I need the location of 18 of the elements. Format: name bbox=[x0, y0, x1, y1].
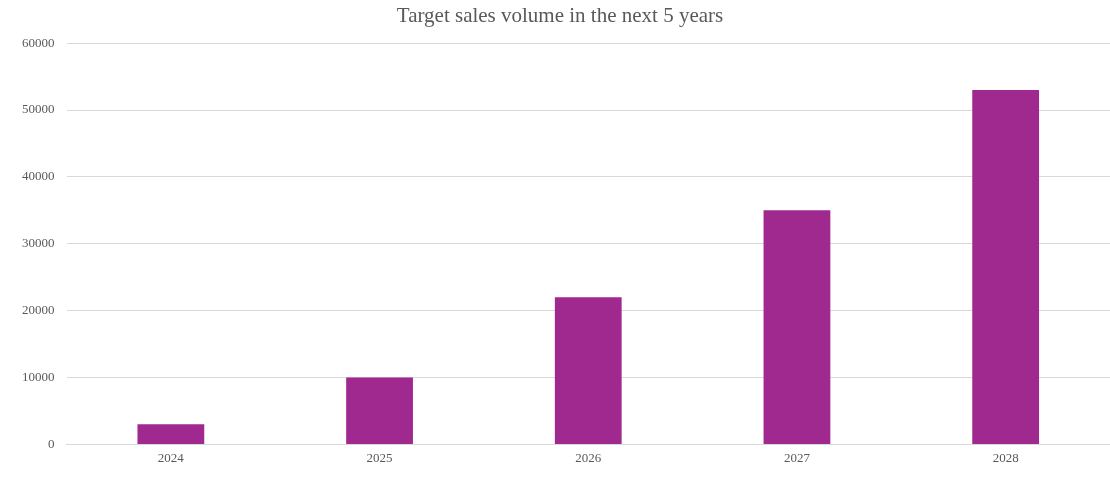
y-tick-label: 10000 bbox=[22, 368, 55, 384]
chart-title: Target sales volume in the next 5 years bbox=[396, 3, 724, 28]
x-tick-label: 2028 bbox=[992, 449, 1019, 465]
y-tick-label: 60000 bbox=[22, 34, 55, 50]
x-tick-label: 2025 bbox=[366, 449, 393, 465]
x-tick-label: 2026 bbox=[575, 449, 602, 465]
y-tick-label: 20000 bbox=[22, 302, 55, 318]
bar bbox=[972, 90, 1040, 444]
y-tick-label: 30000 bbox=[22, 235, 55, 251]
x-tick-label: 2027 bbox=[783, 449, 811, 465]
bar bbox=[763, 210, 831, 444]
y-tick-label: 0 bbox=[48, 435, 55, 451]
y-tick-label: 40000 bbox=[22, 168, 55, 184]
bar bbox=[346, 377, 413, 444]
x-tick-label: 2024 bbox=[157, 449, 185, 465]
bar bbox=[554, 297, 622, 444]
bar bbox=[137, 424, 205, 444]
y-tick-label: 50000 bbox=[22, 101, 55, 117]
